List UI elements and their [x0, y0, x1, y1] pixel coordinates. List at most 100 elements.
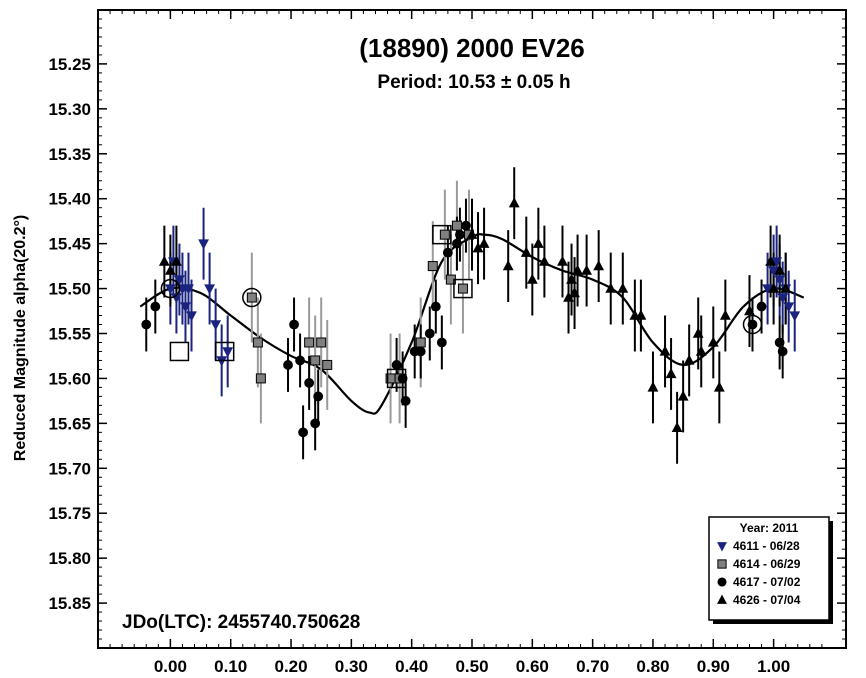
data-point [430, 301, 441, 312]
data-point [774, 264, 786, 275]
data-point [415, 346, 426, 357]
data-point [466, 228, 478, 239]
data-point [424, 328, 435, 339]
y-tick-label: 15.60 [48, 369, 91, 388]
data-point [164, 264, 176, 275]
y-tick-label: 15.40 [48, 190, 91, 209]
y-tick-label: 15.85 [48, 594, 91, 613]
data-point [174, 275, 185, 286]
legend-label: 4614 - 06/29 [733, 557, 801, 571]
highlight-ring [242, 287, 262, 308]
data-point [439, 229, 450, 240]
y-tick-label: 15.75 [48, 504, 91, 523]
data-point [774, 275, 786, 286]
data-point [391, 360, 402, 370]
data-point [617, 282, 629, 293]
legend-marker [717, 542, 727, 552]
data-point [313, 391, 324, 402]
data-point [777, 346, 788, 357]
data-point [171, 293, 182, 304]
legend-label: 4617 - 07/02 [733, 575, 801, 589]
data-point [415, 337, 426, 348]
x-tick-label: 0.20 [274, 657, 307, 676]
x-tick-label: 0.40 [395, 657, 428, 676]
data-point [756, 301, 767, 312]
data-point [171, 255, 182, 266]
data-point [557, 255, 568, 266]
data-point [695, 345, 707, 356]
data-point [246, 292, 257, 303]
data-point [774, 337, 785, 348]
legend-marker [717, 594, 727, 604]
y-tick-label: 15.30 [48, 100, 91, 119]
data-point [520, 246, 532, 257]
highlight-square [169, 341, 190, 362]
data-point [569, 287, 580, 298]
data-point [455, 229, 465, 240]
data-point [204, 284, 215, 295]
chart-subtitle: Period: 10.53 ± 0.05 h [377, 72, 570, 93]
data-point [538, 255, 550, 266]
data-point [581, 264, 593, 275]
data-point [777, 293, 789, 304]
data-point [180, 302, 191, 313]
data-point [762, 284, 773, 295]
data-point [789, 311, 801, 322]
data-point [222, 347, 234, 358]
highlight-square [432, 224, 452, 245]
y-tick-label: 15.70 [48, 459, 91, 478]
highlight-square [386, 368, 407, 389]
data-point [566, 273, 577, 284]
data-point [765, 255, 776, 266]
x-tick-label: 0.00 [154, 657, 187, 676]
y-axis-label: Reduced Magnitude alpha(20.2°) [12, 215, 29, 461]
highlight-ring [742, 314, 763, 335]
highlight-ring [160, 278, 181, 299]
data-point [322, 359, 333, 370]
data-point [472, 242, 484, 253]
data-point [295, 355, 305, 366]
data-point [255, 373, 266, 384]
data-point [304, 378, 315, 388]
data-point [461, 220, 471, 231]
data-point [783, 302, 795, 313]
y-tick-label: 15.65 [48, 414, 91, 433]
data-point [744, 305, 755, 316]
data-point [768, 282, 780, 293]
data-point [502, 260, 514, 271]
data-point [563, 291, 574, 302]
data-point [186, 311, 197, 322]
data-point [635, 309, 647, 320]
data-point [427, 261, 438, 272]
data-point [780, 282, 792, 293]
data-point [572, 264, 583, 275]
y-tick-label: 15.45 [48, 235, 91, 254]
data-point [457, 283, 468, 294]
x-tick-label: 0.30 [335, 657, 368, 676]
data-point [768, 266, 780, 277]
data-point [298, 427, 308, 438]
x-tick-label: 0.90 [697, 657, 730, 676]
data-point [216, 356, 228, 367]
data-point [252, 337, 263, 348]
legend: Year: 2011 4611 - 06/28 4614 - 06/29 4617 … [708, 516, 833, 624]
y-tick-label: 15.35 [48, 145, 91, 164]
highlight-layer [160, 224, 763, 389]
legend-label: 4626 - 07/04 [733, 593, 801, 607]
data-point [316, 337, 327, 348]
data-point [442, 247, 453, 258]
x-tick-label: 0.50 [455, 657, 488, 676]
data-point [508, 197, 520, 208]
data-point [747, 319, 758, 330]
data-point [452, 238, 462, 249]
y-tick-label: 15.25 [48, 55, 91, 74]
data-point [400, 395, 411, 406]
data-point [713, 381, 725, 392]
axis-ticks: 15.25 15.30 15.35 15.40 15.45 15.50 15.55 15.60… [48, 10, 846, 676]
data-point [771, 257, 783, 268]
data-point [659, 345, 671, 356]
data-point [677, 390, 689, 401]
legend-title: Year: 2011 [740, 521, 799, 535]
data-point [526, 273, 538, 284]
